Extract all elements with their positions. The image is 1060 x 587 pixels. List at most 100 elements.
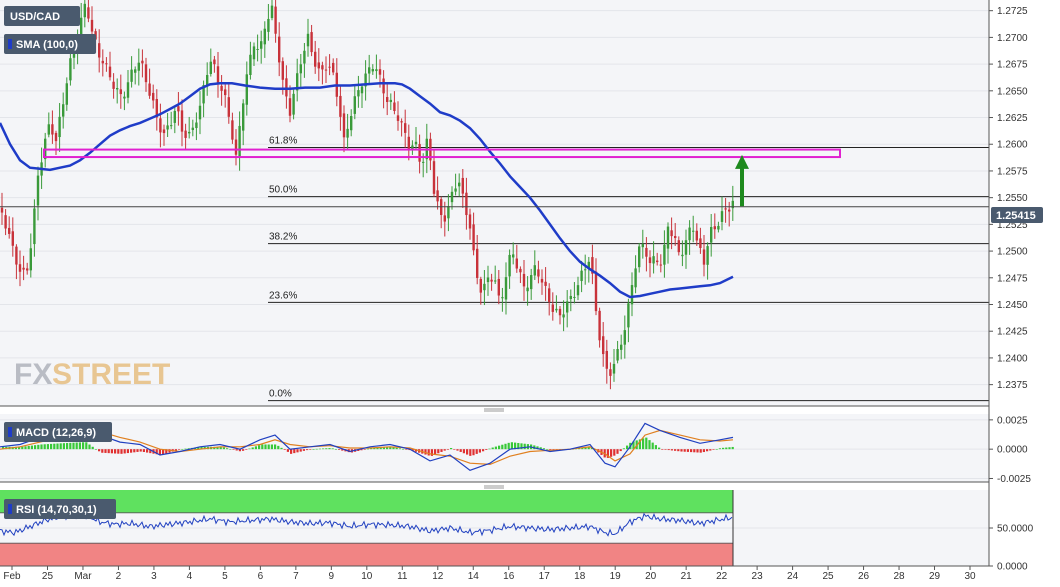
macd-histogram-bar [110, 449, 113, 454]
candle-body [731, 200, 734, 209]
candle-body [314, 51, 317, 67]
candle-body [522, 273, 526, 287]
sma-legend-text: SMA (100,0) [16, 39, 78, 51]
x-tick-label: Feb [3, 571, 21, 582]
macd-histogram-bar [158, 449, 161, 455]
candle-body [263, 28, 266, 45]
candle-body [224, 89, 227, 96]
candle-body [638, 246, 641, 268]
macd-legend[interactable]: MACD (12,26,9) [4, 422, 112, 442]
macd-histogram-bar [709, 449, 712, 451]
macd-histogram-bar [472, 449, 475, 456]
candle-body [148, 83, 151, 96]
candle-body [695, 230, 698, 241]
macd-histogram-bar [50, 443, 53, 450]
candle-body [195, 122, 198, 129]
candle-body [58, 116, 61, 138]
macd-histogram-bar [290, 449, 293, 454]
candle-body [490, 279, 493, 282]
macd-histogram-bar [683, 449, 686, 452]
candle-body [162, 129, 166, 134]
macd-histogram-bar [34, 445, 37, 450]
rsi-y-tick-label: 50.0000 [997, 524, 1034, 535]
candle-body [188, 131, 191, 134]
overlay-annotations [0, 148, 989, 208]
candle-body [11, 231, 14, 246]
candle-body [281, 61, 284, 80]
macd-histogram-bar [286, 449, 289, 452]
candle-body [548, 288, 551, 302]
candle-body [166, 125, 169, 130]
candle-body [4, 215, 7, 229]
macd-legend-bg [4, 422, 112, 442]
candle-body [652, 256, 655, 264]
macd-histogram-bar [341, 449, 344, 451]
macd-histogram-bar [133, 449, 136, 453]
candle-body [123, 96, 126, 99]
x-tick-label: 10 [361, 571, 373, 582]
x-tick-label: 18 [574, 571, 586, 582]
x-tick-label: 30 [964, 571, 976, 582]
candle-body [206, 74, 209, 87]
macd-histogram-bar [264, 444, 267, 450]
candle-body [101, 60, 104, 64]
candle-body [353, 96, 356, 114]
candle-body [443, 215, 446, 222]
candle-body [620, 344, 623, 350]
candle-body [357, 90, 360, 97]
macd-histogram-bar [699, 449, 702, 453]
candle-body [677, 240, 680, 253]
price-y-tick-label: 1.2575 [997, 166, 1028, 177]
candle-body [422, 161, 425, 163]
macd-histogram-bar [379, 447, 382, 450]
candle-body [728, 209, 731, 212]
macd-histogram-bar [622, 448, 625, 450]
candle-body [213, 59, 216, 65]
macd-histogram-bar [56, 443, 59, 450]
candle-body [627, 303, 630, 328]
macd-histogram-bar [309, 449, 312, 450]
candle-body [540, 278, 544, 283]
rsi-line [0, 511, 733, 537]
macd-plot-area[interactable] [0, 414, 989, 482]
candle-body [62, 104, 65, 117]
macd-histogram-bar [318, 448, 321, 450]
macd-histogram-bar [395, 447, 398, 450]
candle-body [486, 277, 490, 283]
symbol-label-text: USD/CAD [10, 11, 60, 23]
fib-level-label: 38.2% [269, 232, 297, 243]
candle-body [80, 17, 83, 38]
candle-body [69, 58, 72, 81]
panel-resize-handle-2[interactable] [484, 485, 504, 489]
macd-histogram-bar [654, 445, 657, 450]
candle-body [508, 254, 511, 277]
price-plot-area[interactable] [0, 0, 989, 406]
sma-series [0, 82, 734, 299]
candle-body [18, 264, 22, 272]
candle-body [710, 226, 713, 243]
macd-histogram-bar [136, 449, 139, 452]
candle-body [317, 62, 320, 69]
macd-histogram-bar [104, 449, 107, 453]
macd-histogram-bar [728, 447, 731, 450]
candle-body [533, 265, 536, 276]
macd-histogram-bar [216, 446, 219, 450]
candle-body [454, 188, 457, 192]
macd-histogram-bar [459, 449, 462, 452]
x-tick-label: Mar [74, 571, 92, 582]
candle-body [87, 7, 90, 19]
candle-body [616, 348, 619, 361]
x-tick-label: 2 [116, 571, 122, 582]
candle-body [393, 102, 396, 111]
macd-histogram-bar [462, 449, 465, 454]
macd-histogram-bar [613, 449, 616, 456]
macd-histogram-bar [98, 449, 101, 452]
watermark-street: STREET [52, 358, 170, 391]
sma-legend[interactable]: SMA (100,0) [4, 34, 96, 54]
candle-body [15, 246, 18, 265]
rsi-legend[interactable]: RSI (14,70,30,1) [4, 499, 116, 519]
candle-body [512, 254, 515, 258]
candle-body [306, 33, 310, 47]
candle-body [285, 78, 288, 97]
panel-resize-handle-1[interactable] [484, 408, 504, 412]
